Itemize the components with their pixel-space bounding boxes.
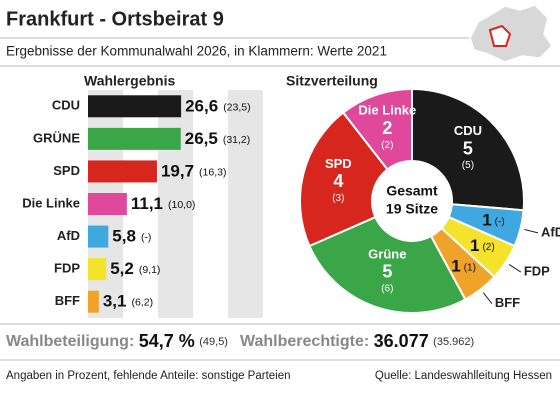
slice-value-group: 1 (2) (470, 236, 495, 255)
slice-value: 1 (451, 257, 460, 276)
value-group: 26,5 (31,2) (185, 129, 251, 148)
slice-value: 5 (382, 262, 392, 282)
electorate: Wahlberechtigte: 36.077 (35.962) (240, 331, 474, 351)
value-group: 3,1 (6,2) (103, 292, 153, 311)
map-icon (469, 4, 553, 63)
value-label: 5,2 (110, 260, 134, 279)
slice-previous: (1) (464, 262, 476, 273)
slice-value: 1 (470, 236, 479, 255)
subtitle: Ergebnisse der Kommunalwahl 2026, in Kla… (6, 44, 387, 59)
value-label: 5,8 (112, 227, 136, 246)
slice-name: Die Linke (358, 103, 416, 118)
value-group: 26,6 (23,5) (185, 97, 251, 116)
value-label: 11,1 (131, 194, 163, 213)
turnout: Wahlbeteiligung: 54,7 % (49,5) (6, 331, 228, 351)
bar (88, 225, 109, 248)
previous-label: (10,0) (168, 199, 195, 211)
slice-name: CDU (454, 123, 482, 138)
value-group: 5,8 (-) (112, 227, 151, 246)
source: Quelle: Landeswahlleitung Hessen (375, 370, 552, 382)
value-label: 3,1 (103, 292, 127, 311)
slice-value: 2 (382, 118, 392, 138)
turnout-label: Wahlbeteiligung: (6, 333, 134, 350)
bar (88, 290, 99, 313)
previous-label: (-) (141, 231, 152, 243)
previous-label: (6,2) (131, 296, 153, 308)
slice-previous: (6) (381, 284, 393, 295)
bar (88, 193, 127, 215)
center-title: Gesamt (386, 183, 438, 199)
slice-name: SPD (325, 156, 352, 171)
slice-name: BFF (495, 295, 520, 310)
center-label: 19 Sitze (386, 201, 438, 217)
bar (88, 258, 107, 281)
title: Frankfurt - Ortsbeirat 9 (6, 8, 224, 30)
previous-label: (31,2) (223, 134, 250, 146)
slice-name: FDP (524, 264, 550, 279)
slice-previous: (5) (462, 160, 474, 171)
value-group: 5,2 (9,1) (110, 260, 160, 279)
slice-previous: (2) (381, 140, 393, 151)
leader-line (524, 228, 539, 234)
value-label: 26,6 (185, 97, 218, 116)
slice-previous: (3) (332, 193, 344, 204)
value-label: 19,7 (161, 162, 194, 181)
previous-label: (16,3) (199, 166, 226, 178)
slice-value: 5 (463, 138, 473, 158)
slice-name: AfD (541, 224, 560, 239)
category-label: GRÜNE (33, 130, 80, 145)
slice-name: Grüne (368, 246, 406, 261)
bar (88, 95, 182, 118)
electorate-value: 36.077 (374, 331, 429, 351)
electorate-previous: (35.962) (433, 336, 474, 348)
turnout-previous: (49,5) (199, 336, 228, 348)
category-label: BFF (55, 293, 80, 308)
slice-value-group: 1 (-) (482, 211, 504, 230)
chart-title: Wahlergebnis (84, 73, 175, 89)
category-label: Die Linke (22, 195, 80, 210)
footnote: Angaben in Prozent, fehlende Anteile: so… (6, 370, 291, 382)
slice-value: 1 (482, 211, 491, 230)
value-label: 26,5 (185, 129, 218, 148)
slice-value: 4 (333, 171, 343, 191)
chart-title: Sitzverteilung (286, 73, 378, 89)
donut-center (372, 161, 452, 241)
grid-band (228, 90, 263, 318)
slice-value-group: 1 (1) (451, 257, 476, 276)
value-group: 19,7 (16,3) (161, 162, 227, 181)
previous-label: (9,1) (139, 264, 161, 276)
category-label: AfD (57, 228, 80, 243)
slice-previous: (-) (495, 216, 505, 227)
turnout-value: 54,7 % (139, 331, 195, 351)
category-label: FDP (54, 261, 80, 276)
value-group: 11,1 (10,0) (131, 194, 196, 213)
previous-label: (23,5) (223, 101, 250, 113)
category-label: SPD (53, 163, 80, 178)
leader-line (508, 264, 522, 273)
category-label: CDU (52, 98, 80, 113)
leader-line (482, 292, 493, 304)
bar (88, 160, 157, 183)
bar (88, 127, 181, 150)
slice-previous: (2) (482, 242, 494, 253)
electorate-label: Wahlberechtigte: (240, 333, 369, 350)
